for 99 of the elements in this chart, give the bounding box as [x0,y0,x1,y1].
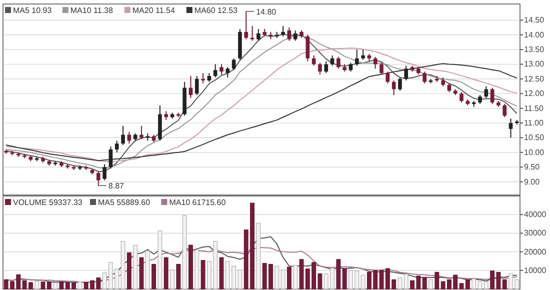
annotation: 8.87 [108,182,125,191]
legend-label: MA60 12.53 [194,6,238,15]
candlestick [121,125,125,146]
legend-label: MA5 10.93 [13,6,52,15]
candlestick [502,103,507,118]
y-tick-label: 10.00 [524,148,545,157]
candlestick [508,118,513,138]
bar [299,259,304,290]
y-tick-label: 14.50 [524,16,545,25]
bar [342,268,347,290]
candlestick [398,76,402,92]
candlestick [287,27,292,42]
bar [293,264,298,290]
y-tick-label: 10.50 [524,133,545,142]
y-tick-label: 11.50 [524,104,544,113]
line-series [6,246,518,283]
bar [34,280,40,290]
bar [126,252,132,290]
bar [502,279,507,290]
bar [286,266,292,290]
candlestick [380,62,384,76]
candlestick [244,10,248,40]
bar [139,257,144,290]
candlestick [361,49,365,60]
candlestick [386,71,390,84]
bar [219,257,224,290]
candlestick [324,60,328,74]
candlestick [354,49,359,66]
candlestick [373,56,378,70]
bar [53,282,58,290]
y-tick-label: 12.50 [524,74,545,84]
y-tick-label: 11.00 [524,118,544,128]
y-tick-label: 9.50 [524,162,540,172]
candlestick [201,72,205,84]
y-tick-label: 13.50 [524,45,545,54]
bar [404,274,408,290]
bar [256,222,261,290]
y-tick-label: 20000 [524,247,547,256]
candlestick [96,170,100,186]
candlestick [114,140,119,153]
bar [40,282,46,290]
legend-label: MA10 11.38 [70,6,114,15]
bar [164,257,168,290]
candlestick [460,92,464,103]
y-tick-label: 13.00 [524,60,545,69]
bar [158,230,162,290]
candlestick [188,75,193,99]
candlestick [226,66,230,78]
bar [182,215,187,290]
bar [188,244,193,290]
candlestick [220,64,224,76]
bar [152,264,156,290]
candlestick [318,62,322,76]
candlestick [250,26,254,42]
bar [133,244,138,290]
y-tick-label: 30000 [524,228,547,238]
bar [46,282,52,290]
candlestick [490,87,494,104]
bar [428,279,433,290]
candlestick [213,64,218,78]
y-tick-label: 40000 [524,210,547,220]
candlestick [281,26,285,37]
bar [434,272,440,290]
bar [120,241,126,290]
legend-label: MA5 55889.60 [98,198,151,207]
candlestick [336,56,340,70]
candlestick [256,28,260,42]
legend-label: MA10 61715.60 [169,198,226,207]
bar [472,278,476,290]
y-tick-label: 12.00 [524,89,545,98]
bar [59,281,64,290]
bar [176,264,181,290]
bar [200,260,206,290]
bar [145,250,150,290]
bar [274,266,280,290]
candlestick [293,30,298,42]
y-tick-label: 14.00 [524,30,545,40]
y-tick-label: 10000 [524,266,547,275]
bar [422,278,427,290]
candlestick [102,164,106,181]
bar [478,281,482,290]
bar [78,282,82,290]
candlestick [108,146,113,170]
bar [336,259,341,290]
candlestick [422,71,427,84]
legend-label: VOLUME 59337.33 [13,198,83,207]
candlestick [194,75,199,96]
annotation: 14.80 [256,7,277,16]
bar [484,281,488,290]
bar [398,278,402,290]
candlestick [306,34,310,62]
candlestick [484,86,488,99]
bar [360,274,366,290]
candlestick [404,65,408,81]
bar [194,250,200,290]
y-tick-label: 9.00 [524,177,540,186]
bar [280,270,286,290]
legend-label: MA20 11.54 [132,6,176,15]
bar [170,270,174,290]
